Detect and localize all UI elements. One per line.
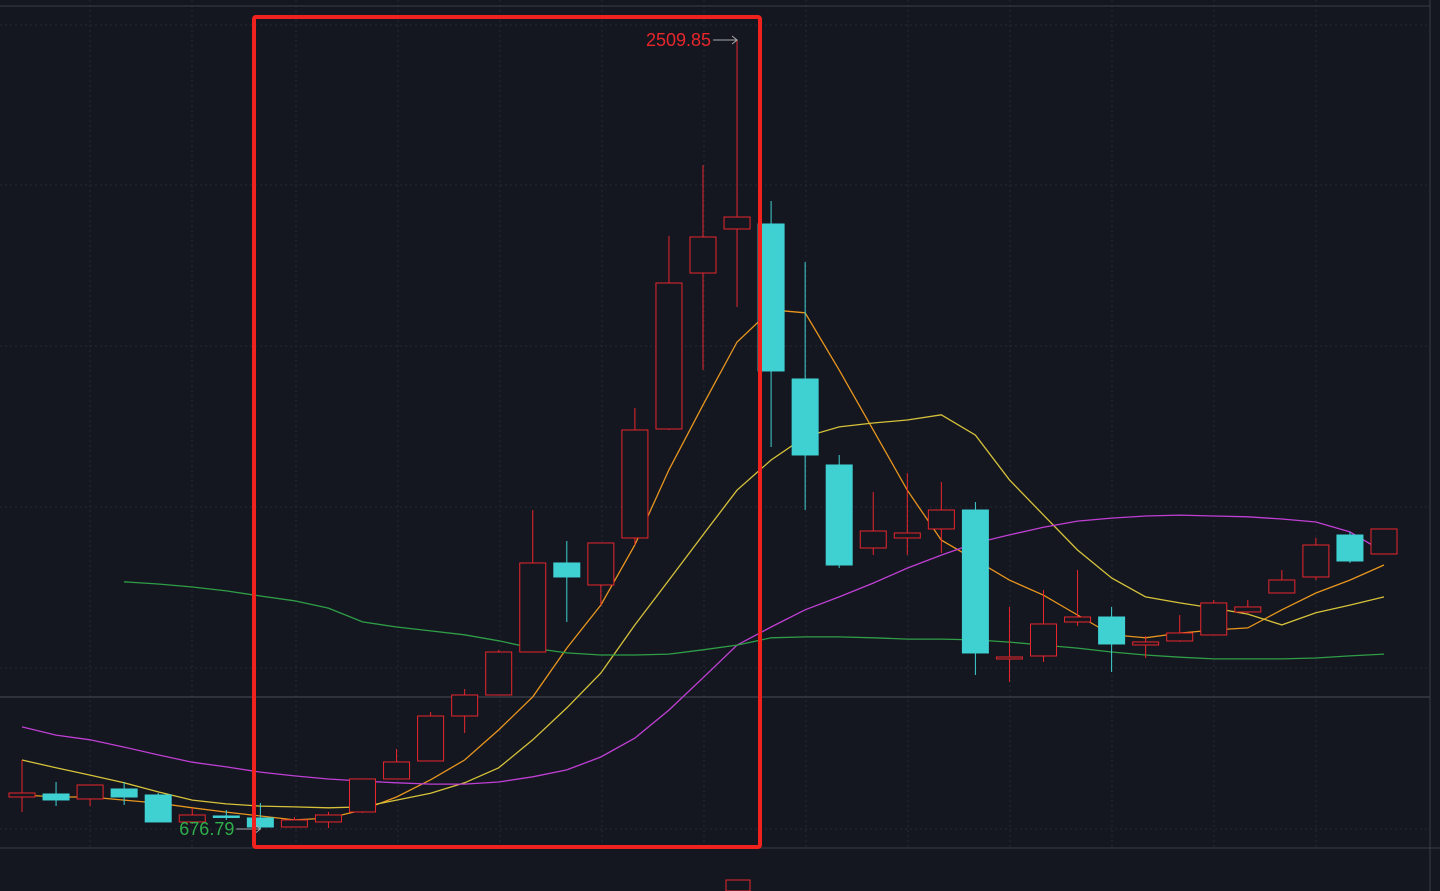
candle-body [723, 216, 751, 230]
candle-body [144, 794, 172, 823]
candle-body [791, 378, 819, 456]
candle-body [314, 814, 342, 823]
candle-body [1336, 534, 1364, 562]
candle-body [995, 656, 1023, 660]
candle-body [417, 715, 445, 762]
ma-line [21, 514, 1385, 785]
candle-body [553, 562, 581, 578]
candle-body [1166, 632, 1194, 642]
candle-body [42, 793, 70, 801]
candle-body [76, 784, 104, 800]
candle-body [1234, 606, 1262, 613]
annotation-label: 2509.85 [646, 30, 711, 50]
candle-body [451, 694, 479, 717]
candle-body [961, 509, 989, 654]
candle-body [1132, 641, 1160, 646]
candle-body [1064, 616, 1092, 623]
candle-body [655, 282, 683, 430]
candle-body [110, 788, 138, 798]
candle-body [757, 223, 785, 372]
candle-body [8, 792, 36, 798]
vertical-grid [0, 0, 1430, 848]
candle-body [1370, 528, 1398, 555]
candle-body [1030, 623, 1057, 657]
candle-body [280, 819, 308, 828]
candle-body [246, 817, 274, 828]
candle-body [893, 532, 921, 539]
highlight-box [252, 15, 762, 849]
ma-line [21, 414, 1385, 809]
candle-body [1200, 602, 1228, 636]
candle-body [621, 429, 649, 539]
candle-body [859, 530, 887, 549]
candle-body [519, 562, 547, 653]
candle-body [1302, 544, 1330, 578]
candle-body [1268, 579, 1296, 594]
candle-body [825, 464, 853, 566]
candle-body [212, 815, 240, 818]
candle-body [587, 542, 615, 586]
volume-bar-partial [725, 879, 751, 891]
candle-body [689, 236, 717, 274]
annotation-label: 676.79 [179, 819, 234, 839]
annotation-arrowhead [255, 824, 262, 834]
candle-body [1098, 616, 1126, 645]
candle-body [178, 814, 206, 823]
ma-line [21, 309, 1385, 821]
candle-body [349, 778, 376, 813]
annotation-arrowhead [731, 35, 738, 45]
candle-body [927, 509, 955, 530]
candle-body [383, 761, 411, 780]
candle-body [485, 651, 513, 696]
ma-line [124, 581, 1385, 660]
